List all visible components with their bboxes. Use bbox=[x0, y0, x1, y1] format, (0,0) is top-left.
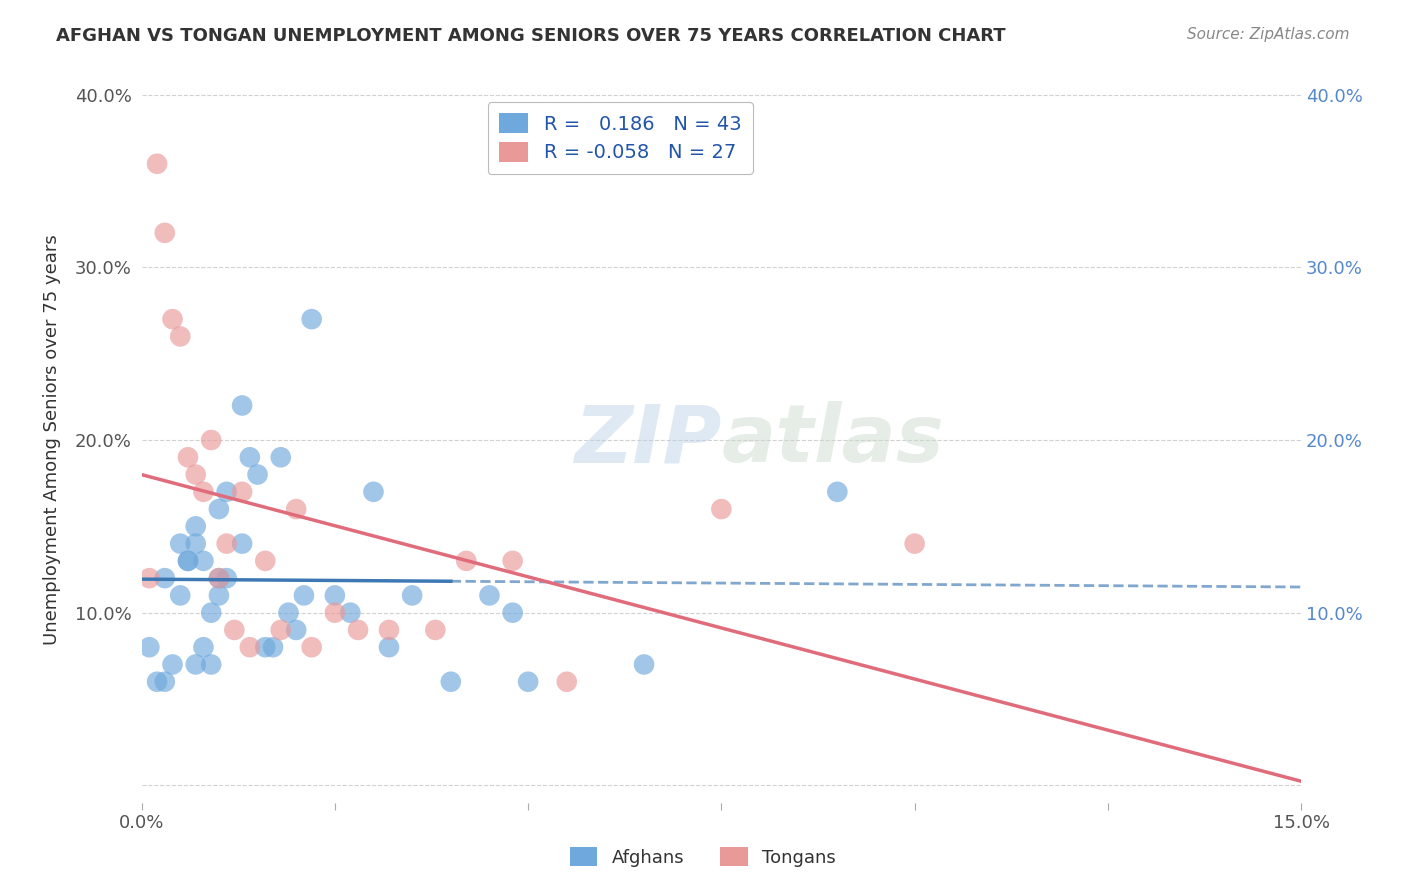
Point bbox=[285, 502, 308, 516]
Point bbox=[169, 536, 191, 550]
Point bbox=[378, 623, 401, 637]
Point bbox=[239, 450, 262, 465]
Point bbox=[254, 640, 277, 655]
Point bbox=[517, 674, 540, 689]
Point bbox=[215, 484, 238, 499]
Point bbox=[193, 484, 215, 499]
Point bbox=[184, 467, 207, 482]
Legend: Afghans, Tongans: Afghans, Tongans bbox=[562, 840, 844, 874]
Point bbox=[254, 554, 277, 568]
Point bbox=[169, 329, 191, 343]
Point bbox=[285, 623, 308, 637]
Point bbox=[146, 674, 169, 689]
Point bbox=[378, 640, 401, 655]
Point bbox=[231, 484, 253, 499]
Point bbox=[169, 588, 191, 602]
Point bbox=[710, 502, 733, 516]
Point bbox=[200, 606, 222, 620]
Point bbox=[177, 554, 200, 568]
Point bbox=[456, 554, 478, 568]
Point bbox=[301, 640, 323, 655]
Point bbox=[153, 674, 176, 689]
Point bbox=[208, 588, 231, 602]
Point bbox=[270, 623, 292, 637]
Point bbox=[277, 606, 299, 620]
Point bbox=[193, 640, 215, 655]
Point bbox=[146, 157, 169, 171]
Point bbox=[270, 450, 292, 465]
Point bbox=[208, 571, 231, 585]
Point bbox=[184, 536, 207, 550]
Point bbox=[193, 554, 215, 568]
Point bbox=[262, 640, 284, 655]
Point bbox=[184, 657, 207, 672]
Point bbox=[425, 623, 447, 637]
Point bbox=[153, 226, 176, 240]
Point bbox=[177, 450, 200, 465]
Point bbox=[162, 312, 184, 326]
Text: Source: ZipAtlas.com: Source: ZipAtlas.com bbox=[1187, 27, 1350, 42]
Point bbox=[301, 312, 323, 326]
Y-axis label: Unemployment Among Seniors over 75 years: Unemployment Among Seniors over 75 years bbox=[44, 235, 60, 646]
Point bbox=[224, 623, 246, 637]
Point bbox=[208, 502, 231, 516]
Point bbox=[502, 606, 524, 620]
Point bbox=[292, 588, 315, 602]
Point bbox=[215, 571, 238, 585]
Text: ZIP: ZIP bbox=[574, 401, 721, 479]
Point bbox=[162, 657, 184, 672]
Point bbox=[208, 571, 231, 585]
Point bbox=[401, 588, 423, 602]
Point bbox=[138, 571, 160, 585]
Point bbox=[339, 606, 361, 620]
Point bbox=[239, 640, 262, 655]
Point bbox=[478, 588, 501, 602]
Point bbox=[215, 536, 238, 550]
Point bbox=[347, 623, 370, 637]
Point bbox=[555, 674, 578, 689]
Text: atlas: atlas bbox=[721, 401, 943, 479]
Point bbox=[184, 519, 207, 533]
Point bbox=[231, 399, 253, 413]
Point bbox=[153, 571, 176, 585]
Point bbox=[827, 484, 849, 499]
Point bbox=[200, 657, 222, 672]
Point bbox=[502, 554, 524, 568]
Point bbox=[323, 606, 346, 620]
Point bbox=[177, 554, 200, 568]
Point bbox=[633, 657, 655, 672]
Point bbox=[246, 467, 269, 482]
Point bbox=[363, 484, 385, 499]
Text: AFGHAN VS TONGAN UNEMPLOYMENT AMONG SENIORS OVER 75 YEARS CORRELATION CHART: AFGHAN VS TONGAN UNEMPLOYMENT AMONG SENI… bbox=[56, 27, 1005, 45]
Point bbox=[231, 536, 253, 550]
Point bbox=[904, 536, 927, 550]
Point bbox=[138, 640, 160, 655]
Point bbox=[200, 433, 222, 447]
Point bbox=[323, 588, 346, 602]
Point bbox=[440, 674, 463, 689]
Legend: R =   0.186   N = 43, R = -0.058   N = 27: R = 0.186 N = 43, R = -0.058 N = 27 bbox=[488, 102, 754, 174]
